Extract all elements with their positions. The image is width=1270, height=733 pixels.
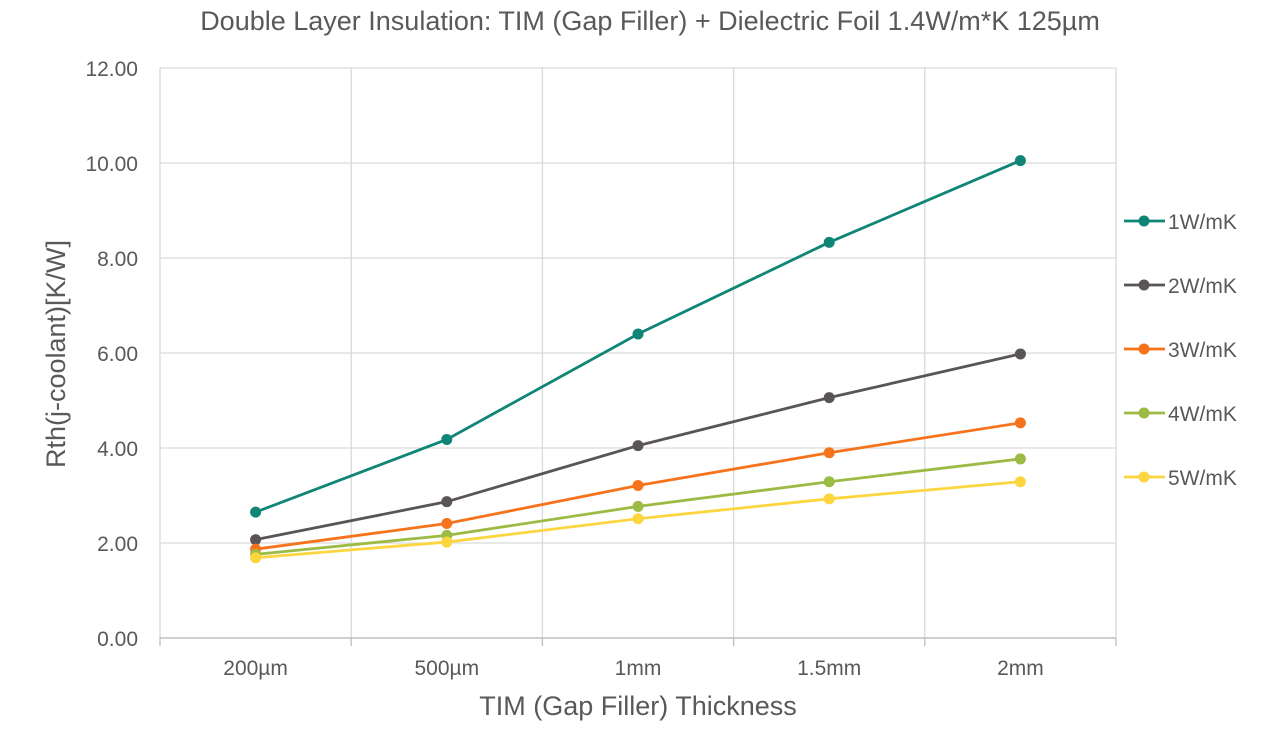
data-point [632, 328, 644, 340]
data-point [1014, 417, 1026, 429]
y-tick-label: 8.00 [97, 248, 138, 271]
legend-marker [1138, 215, 1150, 227]
gridlines [159, 67, 1117, 646]
y-tick-label: 2.00 [97, 533, 138, 556]
legend-label: 1W/mK [1168, 211, 1237, 234]
data-point [1014, 476, 1026, 488]
legend-marker [1138, 471, 1150, 483]
data-point [823, 392, 835, 404]
data-point [441, 496, 453, 508]
legend-marker [1138, 279, 1150, 291]
x-tick-label: 200µm [223, 657, 288, 680]
x-axis-ticks: 200µm 500µm 1mm 1.5mm 2mm [223, 657, 1043, 680]
data-point [632, 500, 644, 512]
y-tick-label: 0.00 [97, 628, 138, 651]
legend-marker [1138, 407, 1150, 419]
data-point [250, 506, 262, 518]
legend-label: 4W/mK [1168, 403, 1237, 426]
data-point [823, 236, 835, 248]
data-point [1014, 453, 1026, 465]
data-point [1014, 348, 1026, 360]
legend-marker [1138, 343, 1150, 355]
data-point [632, 440, 644, 452]
legend-label: 2W/mK [1168, 275, 1237, 298]
chart-title: Double Layer Insulation: TIM (Gap Filler… [200, 6, 1100, 36]
data-point [250, 552, 262, 564]
data-point [441, 536, 453, 548]
data-point [823, 493, 835, 505]
data-point [441, 518, 453, 530]
y-tick-label: 6.00 [97, 343, 138, 366]
data-point [823, 476, 835, 488]
x-axis-label: TIM (Gap Filler) Thickness [479, 691, 797, 721]
data-point [441, 433, 453, 445]
y-tick-label: 10.00 [85, 153, 138, 176]
y-axis-ticks: 0.00 2.00 4.00 6.00 8.00 10.00 12.00 [85, 58, 138, 651]
data-point [250, 534, 262, 546]
legend: 1W/mK 2W/mK 3W/mK 4W/mK 5W/mK [1124, 211, 1237, 490]
data-point [1014, 155, 1026, 167]
y-axis-label: Rth(j-coolant)[K/W] [41, 240, 71, 468]
x-tick-label: 1mm [615, 657, 662, 680]
legend-label: 5W/mK [1168, 467, 1237, 490]
x-tick-label: 500µm [414, 657, 479, 680]
x-tick-label: 1.5mm [797, 657, 861, 680]
y-tick-label: 4.00 [97, 438, 138, 461]
data-point [632, 513, 644, 525]
data-point [632, 480, 644, 492]
x-tick-label: 2mm [997, 657, 1044, 680]
legend-label: 3W/mK [1168, 339, 1237, 362]
data-point [823, 447, 835, 459]
series-group [250, 155, 1026, 564]
y-tick-label: 12.00 [85, 58, 138, 81]
